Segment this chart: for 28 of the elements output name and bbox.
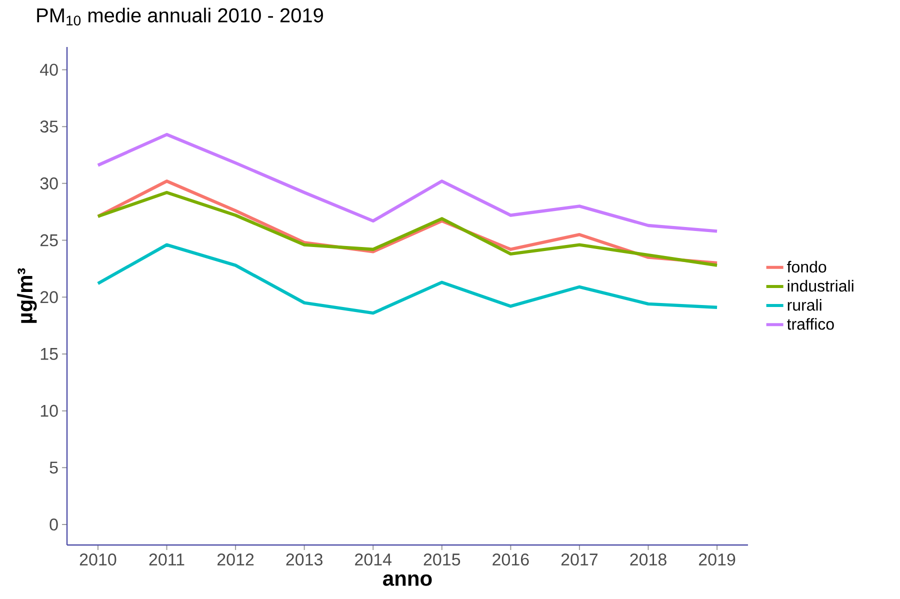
x-tick-label: 2010	[80, 554, 116, 566]
y-tick-label: 25	[40, 234, 58, 246]
y-tick-label: 40	[40, 64, 58, 76]
y-tick-label: 5	[50, 462, 58, 474]
x-tick-label: 2019	[698, 554, 736, 566]
y-tick-label: 10	[40, 404, 58, 417]
line-series	[96, 243, 719, 315]
y-tick-label: 0	[50, 518, 58, 531]
y-tick-label: 20	[40, 291, 58, 304]
y-tick-label: 30	[40, 177, 58, 190]
line-series	[96, 132, 719, 233]
x-tick-label: 2015	[424, 554, 460, 566]
x-tick-label: 2018	[630, 554, 666, 566]
legend-label: traffico	[787, 318, 834, 330]
y-tick-label: 15	[40, 348, 58, 360]
chart-title: PM$_{10}$ medie annuali 2010 - 2019	[37, 8, 323, 26]
x-axis-title: anno	[383, 574, 432, 586]
y-tick-label: 35	[40, 120, 58, 133]
legend-label: fondo	[787, 260, 826, 273]
legend-label: industriali	[788, 280, 854, 292]
y-axis-title: µg/m³	[17, 268, 37, 323]
x-tick-label: 2013	[286, 554, 322, 566]
x-tick-label: 2014	[355, 554, 392, 566]
legend-label: rurali	[788, 298, 822, 311]
x-tick-label: 2017	[561, 554, 598, 566]
x-tick-label: 2011	[149, 554, 184, 566]
x-tick-label: 2016	[492, 554, 529, 566]
x-tick-label: 2012	[217, 554, 254, 566]
